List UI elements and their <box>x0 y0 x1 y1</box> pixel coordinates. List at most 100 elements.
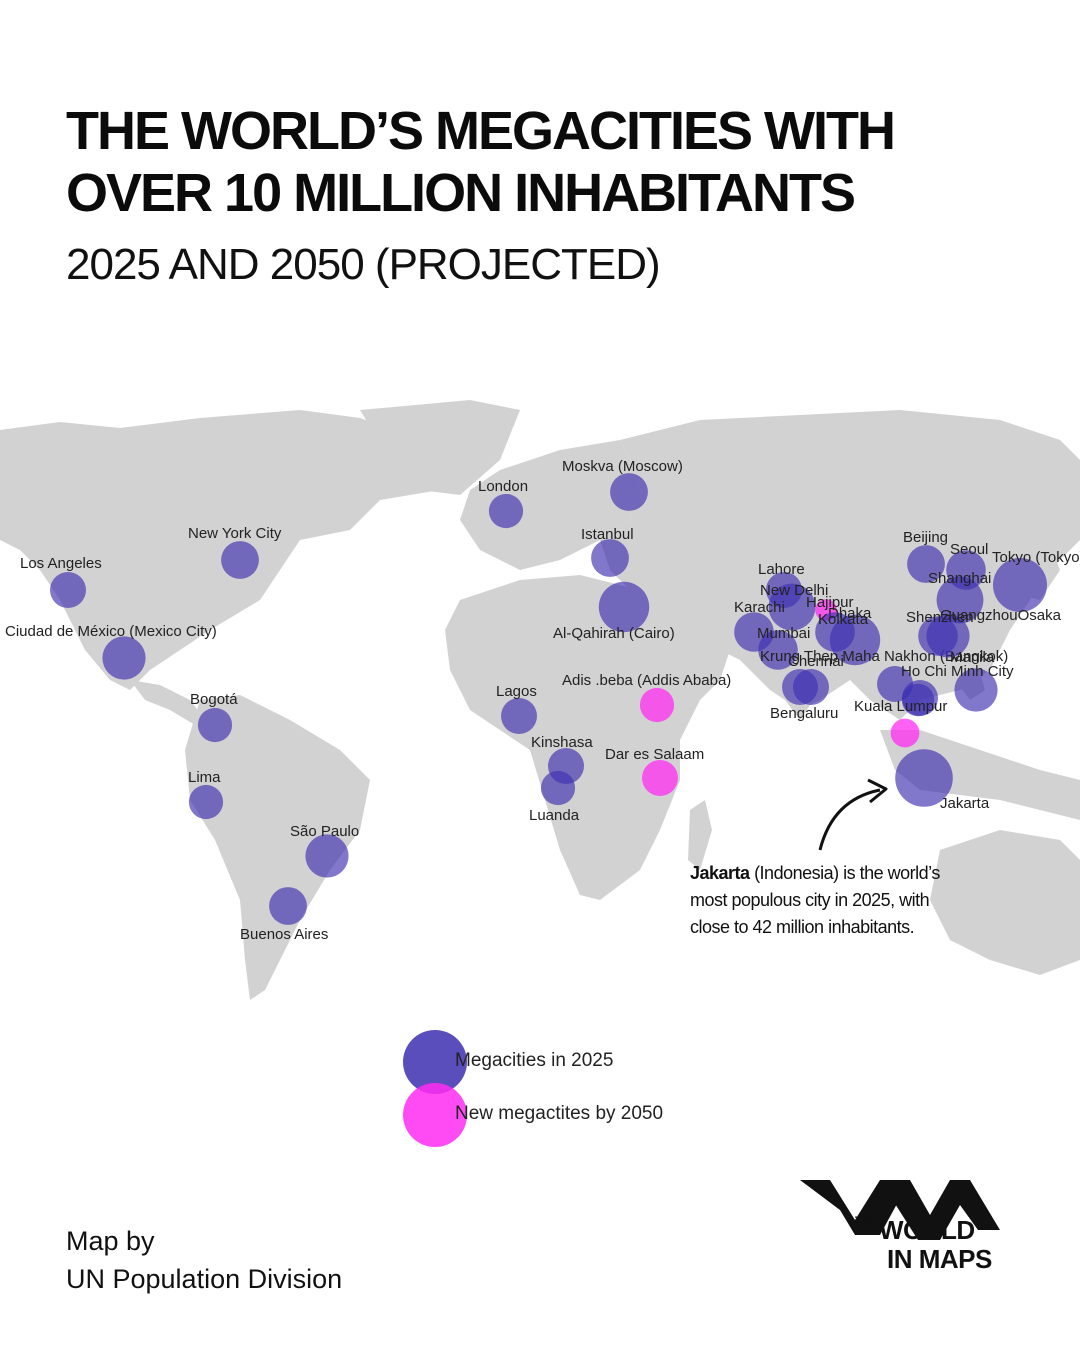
legend-label-2050: New megactites by 2050 <box>455 1103 664 1124</box>
credit-line-1: Map by <box>66 1226 155 1256</box>
jakarta-arrow <box>818 778 888 851</box>
megacity-2025-dot <box>610 473 648 511</box>
city-marker: Adis .beba (Addis Ababa) <box>562 672 731 723</box>
australia <box>930 830 1080 975</box>
new-megacity-2050-dot <box>890 718 920 748</box>
megacity-2025-dot <box>50 572 86 608</box>
megacity-2025-dot <box>501 698 537 734</box>
city-marker: Bogotá <box>190 691 238 743</box>
city-marker: Moskva (Moscow) <box>562 458 683 511</box>
city-label: Los Angeles <box>20 555 102 572</box>
city-label: Hajipur <box>806 594 854 611</box>
megacity-2025-dot <box>993 558 1047 612</box>
city-marker: Tokyo (Tokyo) <box>992 549 1080 612</box>
megacity-2025-dot <box>197 707 233 743</box>
city-marker: Al-Qahirah (Cairo) <box>553 581 675 642</box>
city-marker: Istanbul <box>581 526 634 577</box>
arabian-peninsula <box>640 600 730 690</box>
city-marker: New Delhi <box>760 582 828 631</box>
legend-item-2050: New megactites by 2050 <box>403 1083 703 1147</box>
logo-world: WORLD <box>879 1215 975 1245</box>
megacity-2025-dot <box>540 770 576 806</box>
city-label: Mumbai <box>757 625 810 642</box>
city-label: Kolkata <box>818 611 869 628</box>
logo-the: THE <box>855 1215 877 1227</box>
city-label: Lagos <box>496 683 537 700</box>
source-credit: Map by UN Population Division <box>66 1222 342 1298</box>
megacity-2025-dot <box>918 616 958 656</box>
city-label: Jakarta <box>940 795 990 812</box>
city-label: Moskva (Moscow) <box>562 458 683 475</box>
world-in-maps-logo-icon <box>800 1180 1000 1240</box>
city-marker: Shenzhen <box>906 609 974 656</box>
greenland <box>360 400 520 495</box>
city-label: Adis .beba (Addis Ababa) <box>562 672 731 689</box>
city-label: Shanghai <box>928 570 991 587</box>
city-marker: Mumbai <box>757 625 810 670</box>
megacity-2025-dot <box>305 834 349 878</box>
world-map: Los Angeles New York City Ciudad de México… <box>0 400 1080 1000</box>
megacity-2025-dot <box>782 669 818 705</box>
megacity-2025-dot <box>901 683 935 717</box>
megacity-2025-dot <box>907 545 945 583</box>
city-label: São Paulo <box>290 823 359 840</box>
city-label: Shenzhen <box>906 609 974 626</box>
city-marker: Lagos <box>496 683 537 734</box>
megacity-2025-dot <box>221 541 259 579</box>
city-marker: New York City <box>188 525 282 579</box>
city-marker: Manila <box>950 649 998 712</box>
megacity-2025-dot <box>895 749 953 807</box>
megacity-2025-dot <box>815 612 855 652</box>
logo-in-maps: IN MAPS <box>887 1244 992 1274</box>
title-line-1: THE WORLD’S MEGACITIES WITH <box>66 101 896 161</box>
map-subtitle: 2025 AND 2050 (PROJECTED) <box>66 240 661 289</box>
new-megacity-2050-dot <box>642 760 678 796</box>
megacity-2025-dot <box>954 668 998 712</box>
city-marker <box>890 718 920 748</box>
legend-label-2025: Megacities in 2025 <box>455 1050 614 1071</box>
south-america <box>185 695 370 1000</box>
city-label: New Delhi <box>760 582 828 599</box>
city-label: Beijing <box>903 529 948 546</box>
city-marker: Bengaluru <box>770 669 838 722</box>
jakarta-annotation: Jakarta (Indonesia) is the world’s most … <box>690 860 940 941</box>
city-label: Bogotá <box>190 691 238 708</box>
city-marker: Dar es Salaam <box>605 746 704 796</box>
city-marker: São Paulo <box>290 823 359 878</box>
central-america <box>130 680 205 725</box>
title-line-2: OVER 10 MILLION INHABITANTS <box>66 163 856 223</box>
city-label: Bengaluru <box>770 705 838 722</box>
city-label: Ciudad de México (Mexico City) <box>5 623 217 640</box>
europe <box>460 440 640 570</box>
city-marker: Buenos Aires <box>240 887 328 943</box>
landmasses <box>0 400 1080 1000</box>
megacity-2025-dot <box>488 493 524 529</box>
city-label: Ho Chi Minh City <box>901 663 1014 680</box>
city-label: Luanda <box>529 807 580 824</box>
city-label: New York City <box>188 525 282 542</box>
credit-line-2: UN Population Division <box>66 1264 343 1294</box>
city-label: Kinshasa <box>531 734 593 751</box>
city-markers: Los Angeles New York City Ciudad de México… <box>5 458 1080 943</box>
city-marker: Ciudad de México (Mexico City) <box>5 623 217 680</box>
megacity-2025-dot <box>102 636 146 680</box>
city-label: Chennai <box>788 653 844 670</box>
city-label: Karachi <box>734 599 785 616</box>
city-marker: Jakarta <box>895 749 990 812</box>
city-label: Lima <box>188 769 221 786</box>
megacity-2025-dot <box>591 539 629 577</box>
legend-dot-2050 <box>403 1083 467 1147</box>
megacity-2025-dot <box>269 887 307 925</box>
megacity-2025-dot <box>758 630 798 670</box>
city-label: Al-Qahirah (Cairo) <box>553 625 675 642</box>
new-megacity-2050-dot <box>639 687 675 723</box>
city-marker: Shanghai <box>928 570 991 624</box>
city-marker: London <box>478 478 528 529</box>
city-label: GuangzhouOsaka <box>940 607 1062 624</box>
madagascar <box>688 800 712 870</box>
city-label: Lahore <box>758 561 805 578</box>
city-label: London <box>478 478 528 495</box>
megacity-2025-dot <box>188 784 224 820</box>
city-marker: Luanda <box>529 770 580 824</box>
map-title: THE WORLD’S MEGACITIES WITH OVER 10 MILL… <box>66 100 1026 224</box>
